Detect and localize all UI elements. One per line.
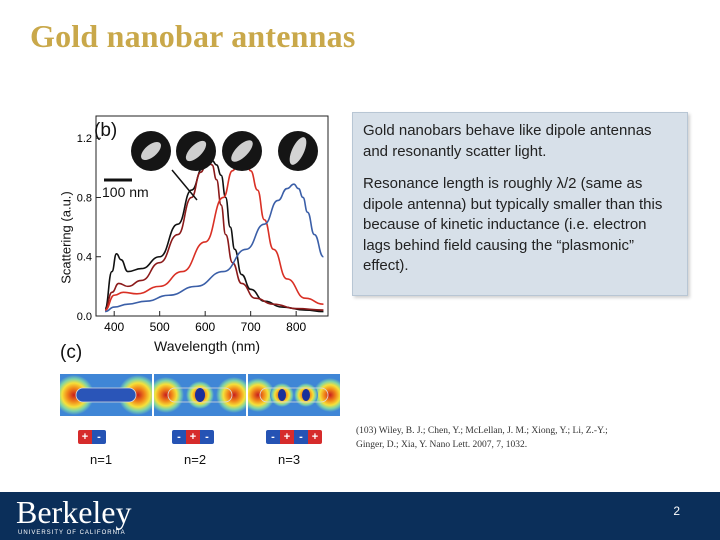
mode-map-n1: [60, 374, 152, 416]
positive-charge: +: [78, 430, 92, 444]
mode-label-n1: n=1: [90, 452, 113, 467]
x-tick-label: 600: [195, 320, 215, 334]
panel-c-label: (c): [60, 342, 83, 363]
mode-map-n3: [248, 374, 340, 416]
berkeley-logo-subtext: UNIVERSITY OF CALIFORNIA: [18, 530, 126, 536]
x-tick-label: 700: [241, 320, 261, 334]
y-tick-label: 0.0: [77, 311, 92, 323]
berkeley-logo: Berkeley: [16, 494, 132, 530]
scale-bar-label: 100 nm: [102, 184, 149, 200]
x-tick-label: 800: [286, 320, 306, 334]
mode-label-n2: n=2: [184, 452, 207, 467]
panel-b-label: (b): [94, 120, 118, 141]
mode-label-n3: n=3: [278, 452, 301, 467]
x-axis-label: Wavelength (nm): [154, 338, 261, 354]
positive-charge: +: [280, 430, 294, 444]
slide-title: Gold nanobar antennas: [30, 18, 356, 54]
y-tick-label: 0.4: [77, 252, 92, 264]
scattering-chart: 400 500 600 700 800 0.0 0.4 0.8 1.2: [77, 115, 329, 334]
nanobar-images: [104, 131, 318, 201]
negative-charge: -: [200, 430, 214, 444]
explanation-paragraph-1: Gold nanobars behave like dipole antenna…: [363, 122, 652, 160]
dipole-pattern-n1: + -: [78, 430, 106, 444]
mode-map-n2: [154, 374, 246, 416]
series-line-blue: [105, 183, 324, 313]
citation-line-1: (103) Wiley, B. J.; Chen, Y.; McLellan, …: [356, 426, 608, 436]
footer-bar: Berkeley UNIVERSITY OF CALIFORNIA 2: [0, 492, 720, 540]
negative-charge: -: [294, 430, 308, 444]
citation: (103) Wiley, B. J.; Chen, Y.; McLellan, …: [356, 424, 696, 452]
x-tick-label: 500: [150, 320, 170, 334]
pointer-line: [171, 169, 198, 201]
y-tick-label: 1.2: [77, 133, 92, 145]
y-axis-label: Scattering (a.u.): [58, 191, 74, 284]
figure-panel: 400 500 600 700 800 0.0 0.4 0.8 1.2 (b) 100 nm W…: [44, 110, 344, 467]
dipole-pattern-n3: - + - +: [266, 430, 322, 444]
citation-line-2: Ginger, D.; Xia, Y. Nano Lett. 2007, 7, …: [356, 440, 528, 450]
positive-charge: +: [186, 430, 200, 444]
positive-charge: +: [308, 430, 322, 444]
x-tick-label: 400: [104, 320, 124, 334]
page-number: 2: [673, 504, 680, 518]
negative-charge: -: [172, 430, 186, 444]
negative-charge: -: [266, 430, 280, 444]
y-tick-label: 0.8: [77, 192, 92, 204]
explanation-textbox: Gold nanobars behave like dipole antenna…: [352, 112, 688, 296]
series-line-black: [104, 159, 324, 313]
explanation-paragraph-2: Resonance length is roughly λ/2 (same as…: [363, 175, 663, 274]
negative-charge: -: [92, 430, 106, 444]
dipole-pattern-n2: - + -: [172, 430, 214, 444]
